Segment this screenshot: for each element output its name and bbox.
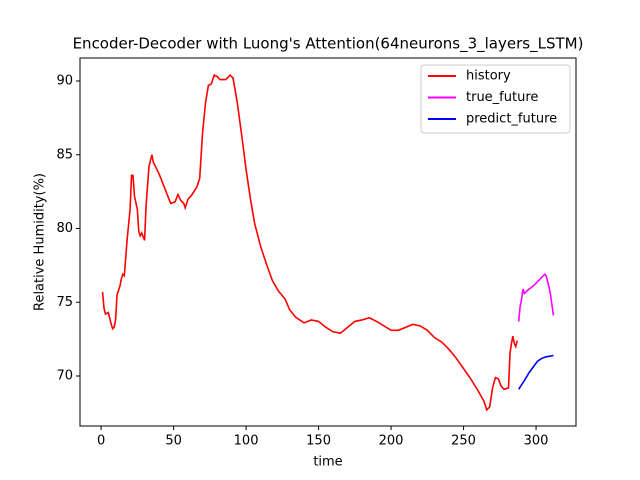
y-tick-label: 70 bbox=[56, 368, 73, 383]
x-tick-label: 0 bbox=[97, 434, 105, 449]
legend-box bbox=[420, 64, 571, 134]
legend-label: predict_future bbox=[466, 112, 557, 127]
y-tick-label: 75 bbox=[56, 295, 73, 310]
x-tick-label: 200 bbox=[379, 434, 404, 449]
series-line bbox=[517, 354, 554, 390]
chart-title: Encoder-Decoder with Luong's Attention(6… bbox=[73, 35, 584, 54]
series-line bbox=[101, 73, 518, 412]
legend-label: history bbox=[466, 69, 511, 84]
y-tick-label: 90 bbox=[56, 74, 73, 89]
y-axis-label: Relative Humidity(%) bbox=[33, 173, 48, 311]
series-line bbox=[517, 273, 555, 322]
y-tick-label: 85 bbox=[56, 147, 73, 162]
y-tick-label: 80 bbox=[56, 221, 73, 236]
x-tick-label: 250 bbox=[451, 434, 476, 449]
plot-frame bbox=[79, 57, 577, 427]
x-tick-label: 150 bbox=[306, 434, 331, 449]
legend-label: true_future bbox=[466, 90, 538, 105]
x-tick-label: 50 bbox=[165, 434, 182, 449]
x-tick-label: 100 bbox=[234, 434, 259, 449]
x-axis-label: time bbox=[313, 455, 342, 470]
x-tick-label: 300 bbox=[524, 434, 549, 449]
